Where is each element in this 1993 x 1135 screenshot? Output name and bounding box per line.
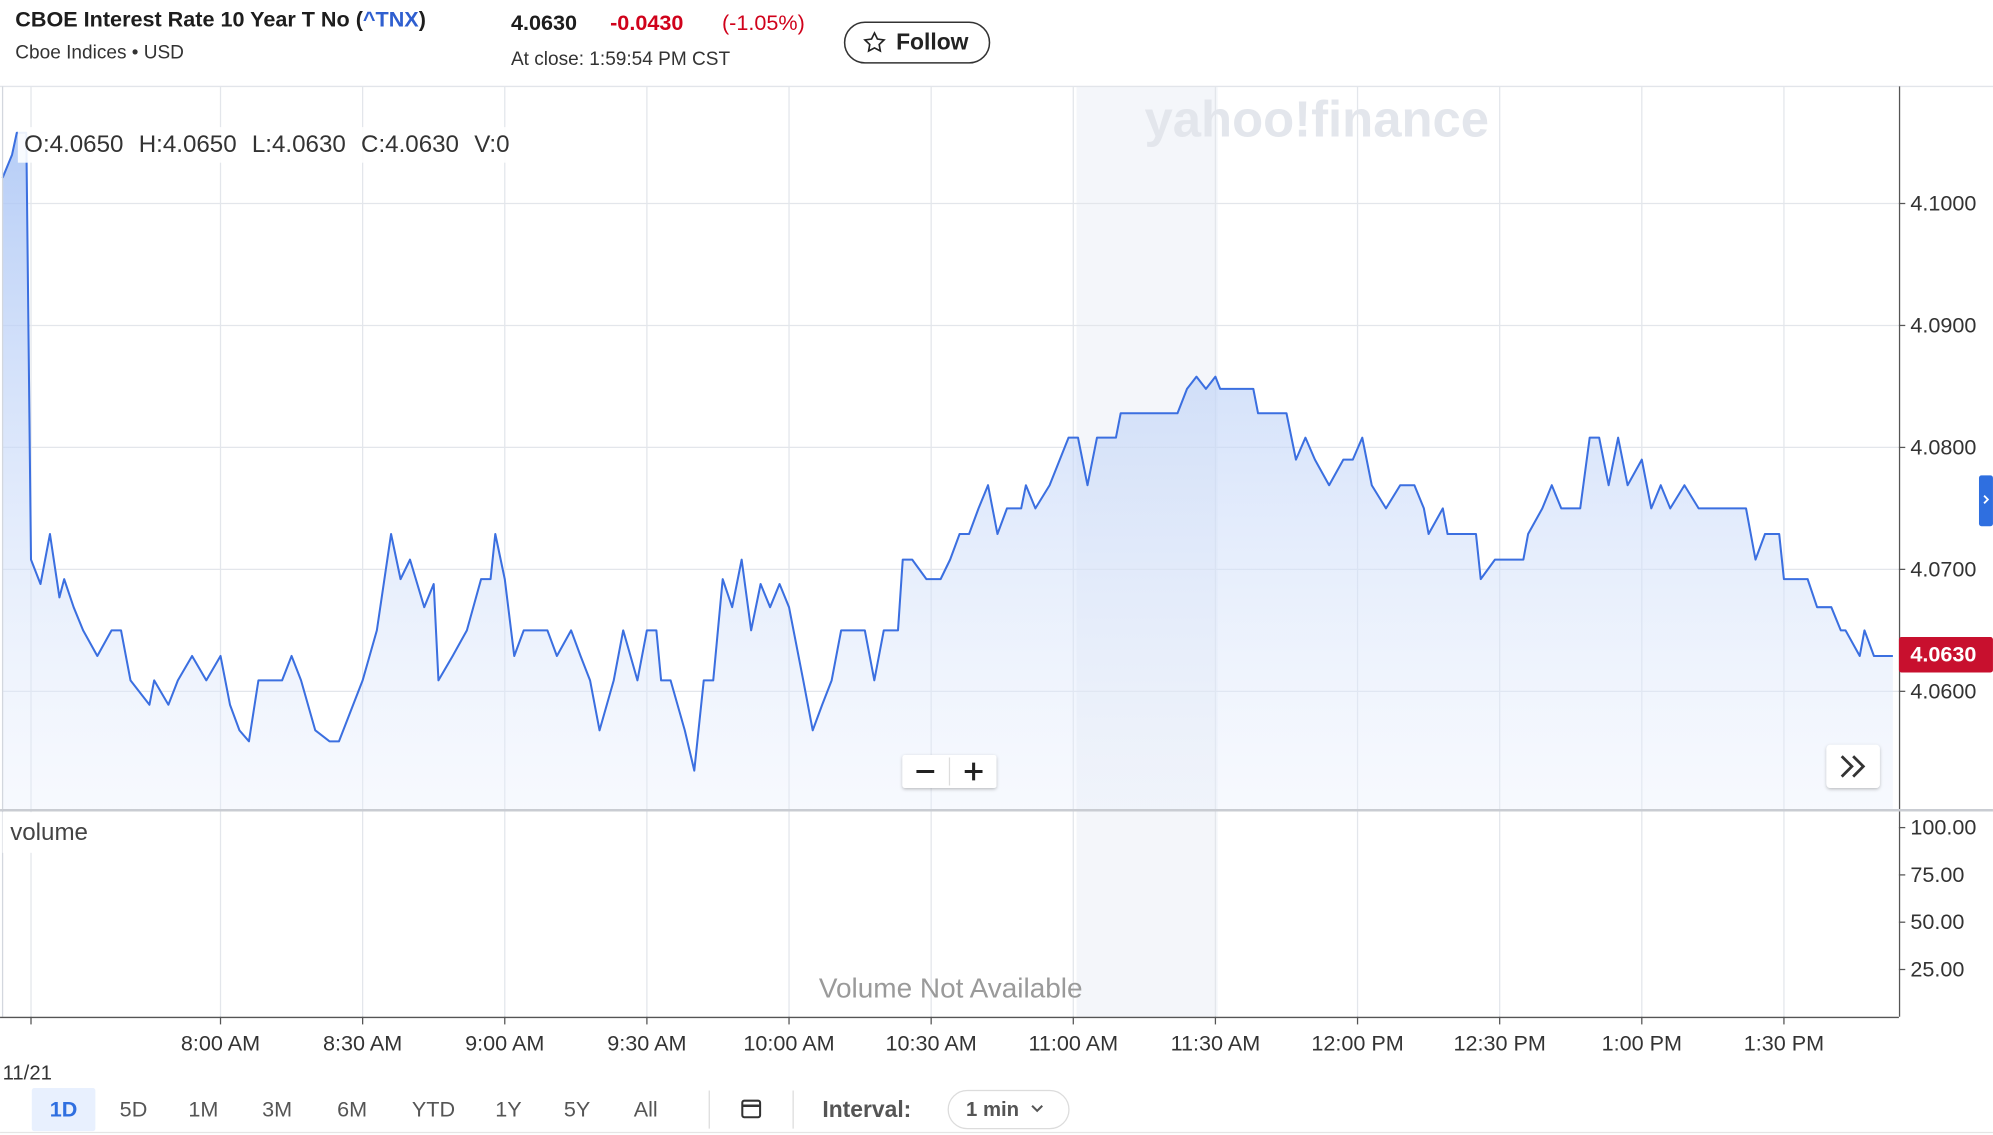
area xyxy=(2,132,1893,810)
x-tick-label: 10:00 AM xyxy=(743,1030,834,1055)
volume-note: Volume Not Available xyxy=(819,972,1083,1003)
volume-label-box xyxy=(2,812,112,853)
volume-label: volume xyxy=(10,819,88,846)
range-selected-bg[interactable] xyxy=(31,1087,96,1132)
chevron[interactable] xyxy=(1031,1105,1043,1113)
x-tick-label: 9:00 AM xyxy=(465,1030,544,1055)
range-button[interactable]: 6M xyxy=(337,1097,367,1122)
date-label: 11/21 xyxy=(3,1062,52,1084)
side-tab-icon[interactable] xyxy=(1983,495,1990,504)
chart: yahoo!finance O:4.0650 H:4.0650 L:4.0630 C:… xyxy=(0,85,1993,1084)
x-tick-label: 9:30 AM xyxy=(607,1030,686,1055)
range-button[interactable]: 3M xyxy=(262,1097,292,1122)
x-tick-label: 1:30 PM xyxy=(1744,1030,1824,1055)
range-button[interactable]: All xyxy=(634,1097,658,1122)
ohlc-item: V:0 xyxy=(474,132,509,159)
quote-title: CBOE Interest Rate 10 Year T No (^TNX) xyxy=(15,6,426,31)
last-price-tag xyxy=(1898,636,1993,673)
ohlc-item: H:4.0650 xyxy=(139,132,237,159)
change-percent: (-1.05%) xyxy=(722,10,805,35)
last-price-label: 4.0630 xyxy=(1910,642,1976,667)
ohlc-box xyxy=(17,127,552,163)
ohlc-item: L:4.0630 xyxy=(252,132,346,159)
range-button[interactable]: YTD xyxy=(412,1097,455,1122)
exchange: Cboe Indices • USD xyxy=(15,42,184,63)
range-button[interactable]: 1Y xyxy=(495,1097,521,1122)
interval-select[interactable]: 1 min xyxy=(947,1089,1070,1130)
x-tick-label: 11:30 AM xyxy=(1171,1030,1261,1055)
follow-outline[interactable] xyxy=(843,21,991,64)
marks xyxy=(1,131,1893,810)
close-time: At close: 1:59:54 PM CST xyxy=(511,49,730,70)
x-tick-label: 12:30 PM xyxy=(1453,1030,1545,1055)
interval-value[interactable]: 1 min xyxy=(966,1099,1019,1121)
range-selector: 1D 5D 1M 3M 6M YTD 1Y 5Y All xyxy=(31,1087,658,1132)
side-tab[interactable] xyxy=(1978,475,1993,527)
x-tick-label: 12:00 PM xyxy=(1311,1030,1403,1055)
y-tick-label: 4.0800 xyxy=(1910,434,1976,459)
scroll-icon[interactable] xyxy=(1840,755,1866,778)
range-button[interactable]: 5Y xyxy=(564,1097,590,1122)
y-tick-label: 4.0900 xyxy=(1910,312,1976,337)
ohlc-item: C:4.0630 xyxy=(361,132,459,159)
x-tick-label: 11:00 AM xyxy=(1028,1030,1118,1055)
interval-label: Interval: xyxy=(822,1096,911,1122)
range-button[interactable]: 5D xyxy=(120,1097,148,1122)
range-button[interactable]: 1D xyxy=(50,1097,78,1122)
x-tick-label: 1:00 PM xyxy=(1602,1030,1682,1055)
range-button[interactable]: 1M xyxy=(188,1097,218,1122)
calendar-icon[interactable] xyxy=(741,1099,762,1119)
x-tick-label: 8:00 AM xyxy=(181,1030,260,1055)
price-line xyxy=(1,131,1893,772)
y2-tick-label: 25.00 xyxy=(1910,956,1964,981)
calendar-button[interactable] xyxy=(741,1099,762,1119)
watermark: yahoo!finance xyxy=(1145,91,1490,148)
x-tick-label: 10:30 AM xyxy=(886,1030,977,1055)
change: -0.0430 xyxy=(610,10,683,35)
zoom-in[interactable] xyxy=(964,762,983,781)
title: CBOE Interest Rate 10 Year T No ( xyxy=(15,6,363,31)
zoom-controls[interactable] xyxy=(902,754,997,789)
ohlc-item: O:4.0650 xyxy=(24,132,123,159)
y-tick-label: 4.0600 xyxy=(1910,678,1976,703)
interval-pill[interactable] xyxy=(947,1089,1070,1130)
y2-tick-label: 50.00 xyxy=(1910,909,1964,934)
y-tick-label: 4.0700 xyxy=(1910,556,1976,581)
follow-label[interactable]: Follow xyxy=(896,28,969,54)
scroll-latest[interactable] xyxy=(1826,744,1880,789)
y2-tick-label: 75.00 xyxy=(1910,862,1964,887)
ohlc-readout: O:4.0650 H:4.0650 L:4.0630 C:4.0630 V:0 xyxy=(24,132,509,159)
y-tick-label: 4.1000 xyxy=(1910,190,1976,215)
star-icon[interactable] xyxy=(863,31,886,53)
title-end: ) xyxy=(419,6,426,31)
x-tick-label: 8:30 AM xyxy=(323,1030,402,1055)
y2-tick-label: 100.00 xyxy=(1910,815,1976,840)
symbol: ^TNX xyxy=(363,6,419,31)
price: 4.0630 xyxy=(511,10,577,35)
follow-button[interactable]: Follow xyxy=(843,21,991,64)
